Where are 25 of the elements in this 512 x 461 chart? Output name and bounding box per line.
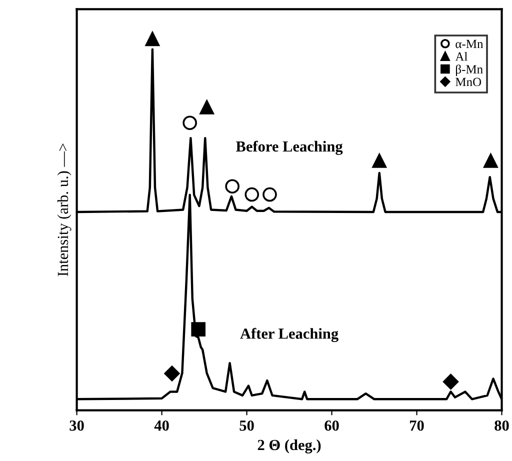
point [372, 154, 387, 168]
point [164, 366, 180, 382]
point [225, 179, 240, 194]
point [182, 116, 197, 130]
x-tick-label: 60 [324, 420, 339, 431]
point [145, 32, 160, 46]
annotation: Before Leaching [236, 140, 343, 155]
legend-label: MnO [456, 78, 482, 86]
legend-label: β-Mn [456, 64, 483, 76]
x-tick-label: 50 [240, 420, 254, 431]
point [262, 187, 277, 202]
annotation: After Leaching [240, 328, 338, 342]
point [200, 100, 214, 114]
x-tick-label: 40 [154, 420, 169, 431]
y-axis-title: Intensity (arb. u.) —> [57, 144, 72, 276]
x-tick-label: 70 [410, 420, 424, 431]
x-axis-title: 2 Θ (deg.) [258, 439, 321, 454]
x-tick-label: 80 [494, 420, 509, 431]
legend-label: α-Mn [456, 40, 484, 48]
legend-label: Al [455, 52, 468, 61]
x-tick-label: 30 [70, 420, 84, 431]
point [484, 154, 498, 168]
point [244, 187, 260, 202]
point [442, 374, 459, 390]
point [191, 322, 206, 336]
